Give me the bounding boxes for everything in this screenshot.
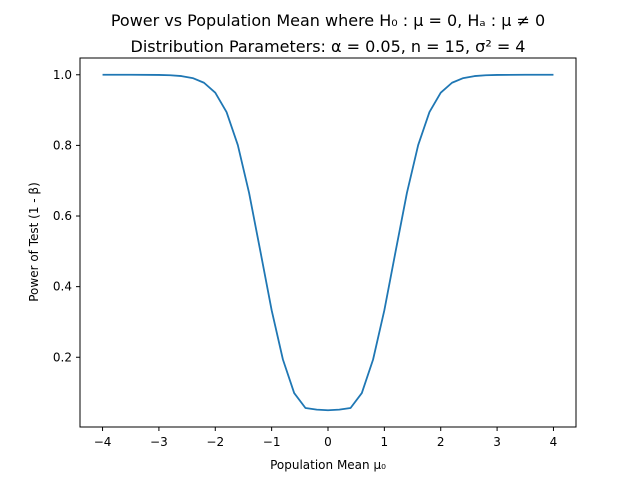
chart-title-line-1: Power vs Population Mean where H₀ : μ = … [111,11,545,30]
x-tick-label: −1 [263,435,281,449]
x-tick-label: 1 [381,435,389,449]
y-tick-label: 0.4 [53,280,72,294]
x-tick-label: 3 [493,435,501,449]
x-axis-label: Population Mean μ₀ [270,458,386,472]
chart-title-line-2: Distribution Parameters: α = 0.05, n = 1… [131,37,526,56]
y-axis-label: Power of Test (1 - β) [27,182,41,302]
x-tick-label: 4 [550,435,558,449]
x-tick-label: −4 [94,435,112,449]
y-tick-label: 0.2 [53,350,72,364]
y-tick-label: 0.6 [53,209,72,223]
x-tick-label: −2 [206,435,224,449]
y-tick-label: 0.8 [53,138,72,152]
x-tick-label: 2 [437,435,445,449]
power-curve-line [102,73,554,412]
x-tick-label: 0 [324,435,332,449]
x-tick-label: −3 [150,435,168,449]
y-tick-label: 1.0 [53,68,72,82]
plot-area: −4 −3 −2 −1 0 1 2 3 4 0.2 0.4 0.6 0.8 1.0 [53,57,577,449]
